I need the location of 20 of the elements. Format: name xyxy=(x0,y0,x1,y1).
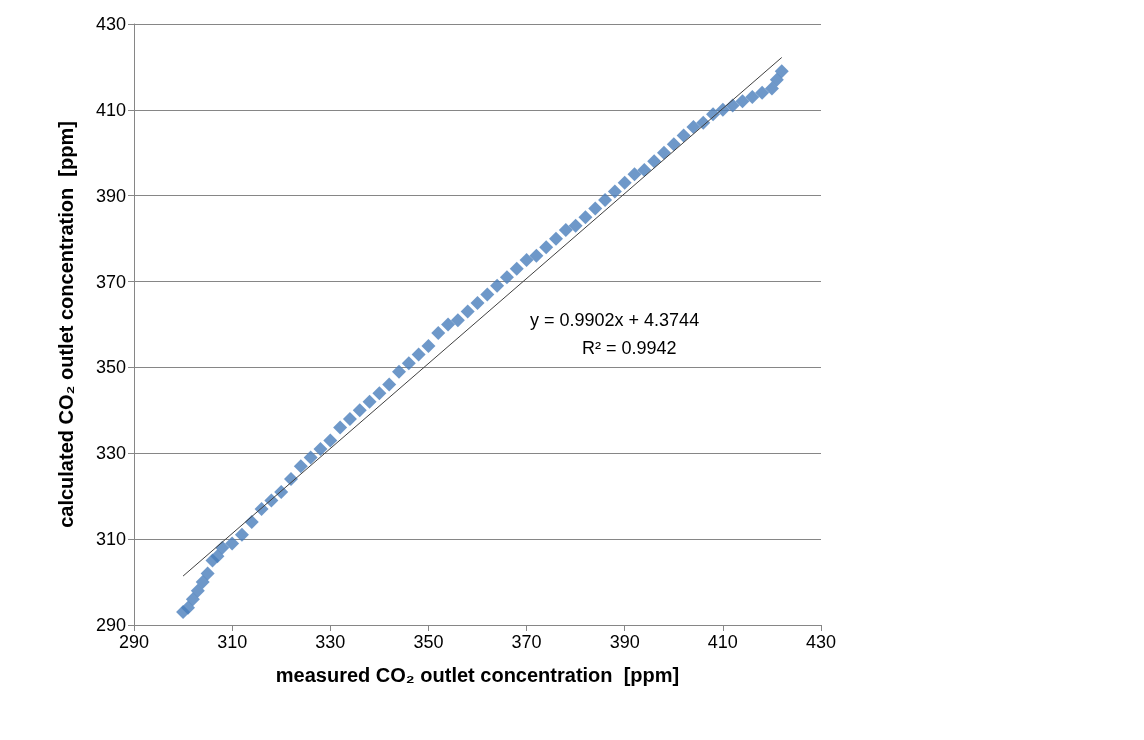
x-tick-label: 410 xyxy=(707,632,738,652)
y-tick-label: 370 xyxy=(95,271,126,292)
x-tick-label: 390 xyxy=(609,632,640,652)
annotation: y = 0.9902x + 4.3744 xyxy=(530,310,700,330)
y-tick-label: 290 xyxy=(95,615,126,635)
x-tick-label: 350 xyxy=(413,632,444,652)
y-tick-label: 410 xyxy=(95,99,126,120)
y-tick-label: 350 xyxy=(95,357,126,378)
y-tick-label: 430 xyxy=(95,14,126,34)
x-tick-label: 370 xyxy=(511,632,542,652)
x-axis-title: measured CO₂ outlet concentration [ppm] xyxy=(275,664,680,686)
annotation: R² = 0.9942 xyxy=(582,338,677,358)
y-tick-label: 310 xyxy=(95,529,126,550)
x-tick-label: 430 xyxy=(805,632,837,652)
y-axis-title: calculated CO₂ outlet concentration [ppm] xyxy=(55,121,77,528)
x-tick-label: 290 xyxy=(118,632,150,652)
y-tick-label: 330 xyxy=(95,443,126,464)
y-tick-label: 390 xyxy=(95,185,126,206)
x-tick-label: 330 xyxy=(315,632,346,652)
x-tick-label: 310 xyxy=(217,632,248,652)
